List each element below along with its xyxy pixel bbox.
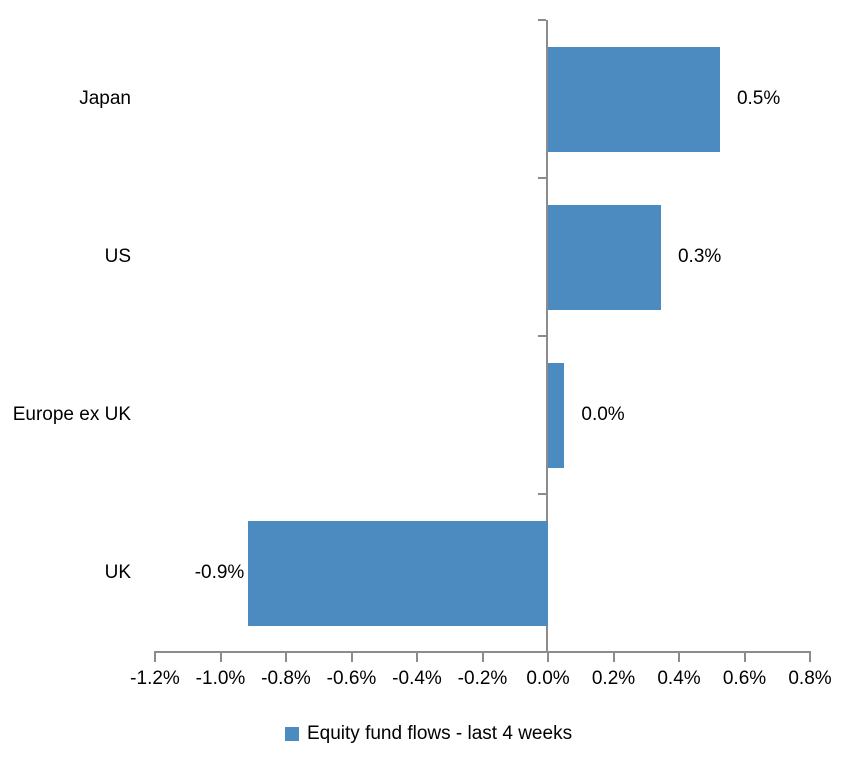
x-axis-label: 0.6% <box>722 668 767 689</box>
x-axis-tick <box>743 651 746 662</box>
x-axis-label: 0.2% <box>591 668 636 689</box>
y-axis-tick <box>538 493 546 495</box>
y-axis-tick <box>538 335 546 337</box>
x-axis-label: 0.4% <box>657 668 701 689</box>
x-axis-label: -1.0% <box>195 668 246 689</box>
x-axis-label: -1.2% <box>130 668 180 689</box>
bar-us <box>548 205 661 310</box>
x-axis-tick <box>350 651 353 662</box>
x-axis-tick <box>678 651 680 662</box>
legend: Equity fund flows - last 4 weeks <box>285 721 572 747</box>
x-axis-tick <box>612 651 615 662</box>
x-axis-label: -0.8% <box>261 668 311 689</box>
legend-swatch-icon <box>285 727 299 741</box>
bar-japan <box>548 47 720 152</box>
x-axis-label: 0.8% <box>788 668 832 689</box>
x-axis-tick <box>285 651 287 662</box>
y-axis-line <box>546 20 548 653</box>
x-axis-tick <box>416 651 418 662</box>
x-axis-label: -0.6% <box>326 668 377 689</box>
x-axis-tick <box>481 651 484 662</box>
y-axis-tick <box>538 177 546 179</box>
category-label-europe-ex-uk: Europe ex UK <box>12 404 131 425</box>
bar-europe-ex-uk <box>548 363 565 468</box>
category-label-uk: UK <box>104 562 131 583</box>
legend-label: Equity fund flows - last 4 weeks <box>307 723 573 744</box>
value-label-uk: -0.9% <box>194 562 245 583</box>
value-label-europe-ex-uk: 0.0% <box>581 404 625 425</box>
category-label-japan: Japan <box>79 88 131 109</box>
x-axis-tick <box>809 651 811 662</box>
x-axis-label: -0.4% <box>392 668 442 689</box>
x-axis-tick <box>154 651 156 662</box>
value-label-japan: 0.5% <box>736 88 781 109</box>
x-axis-label: 0.0% <box>526 668 570 689</box>
x-axis-label: -0.2% <box>457 668 508 689</box>
y-axis-tick <box>538 19 546 21</box>
value-label-us: 0.3% <box>677 246 722 267</box>
category-label-us: US <box>104 246 131 267</box>
bar-uk <box>248 521 548 626</box>
x-axis-tick <box>547 651 549 662</box>
x-axis-tick <box>219 651 222 662</box>
